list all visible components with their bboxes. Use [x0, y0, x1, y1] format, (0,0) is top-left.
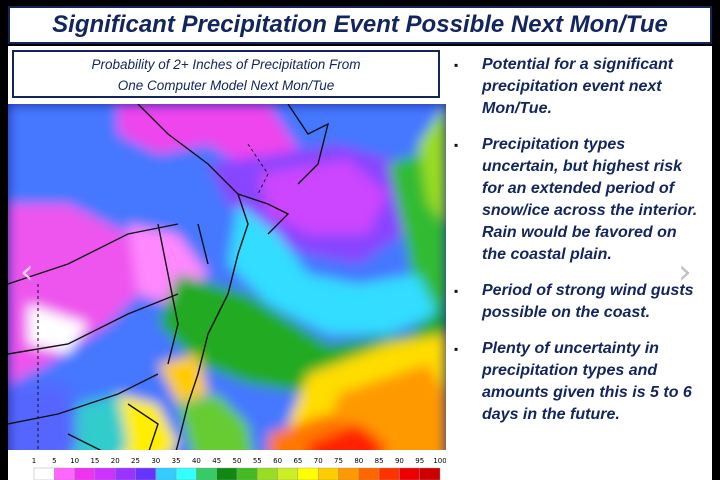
legend-label: 15 [90, 457, 99, 465]
bullet-line: precipitation event next [482, 78, 662, 95]
bullet-line: amounts given this is 5 to 6 [482, 384, 692, 401]
legend-swatch [277, 467, 299, 480]
bullet-line: Rain would be favored on [482, 224, 677, 241]
legend-swatch [399, 467, 420, 480]
legend-label: 100 [433, 457, 446, 465]
bullet-item: ▪ Precipitation types uncertain, but highe… [454, 134, 708, 266]
bullet-item: ▪ Period of strong wind gusts possible on … [454, 280, 708, 324]
legend-swatch [54, 467, 75, 480]
bullet-line: uncertain, but highest risk [482, 158, 683, 175]
bullet-text: Plenty of uncertainty in precipitation ty… [482, 338, 692, 426]
legend-label: 10 [70, 457, 79, 465]
legend-swatch [114, 467, 136, 480]
slide-content: Probability of 2+ Inches of Precipitatio… [8, 46, 712, 480]
bullet-marker: ▪ [454, 342, 459, 356]
bullet-line: possible on the coast. [482, 304, 651, 321]
legend-bar: 1 5 10 15 20 25 30 35 40 45 50 55 60 65 70 75 80 85 90 95 10… [8, 450, 446, 480]
bullet-marker: ▪ [454, 138, 459, 152]
legend-swatch [338, 467, 359, 480]
legend-label: 50 [233, 457, 242, 465]
legend-label: 75 [334, 457, 343, 465]
legend-label: 35 [172, 457, 181, 465]
bullet-text: Precipitation types uncertain, but highes… [482, 134, 697, 266]
legend-label: 95 [415, 457, 424, 465]
bullet-text: Period of strong wind gusts possible on t… [482, 280, 694, 324]
legend-swatch [257, 467, 278, 480]
legend-swatch [216, 467, 238, 480]
legend-swatch [358, 467, 380, 480]
legend-swatch [236, 467, 258, 480]
probability-shading [8, 104, 446, 480]
legend-label: 25 [131, 457, 140, 465]
next-slide-icon[interactable]: › [678, 252, 692, 292]
bullet-marker: ▪ [454, 58, 459, 72]
bullet-line: snow/ice across the interior. [482, 202, 698, 219]
bullet-line: Plenty of uncertainty in [482, 340, 659, 357]
legend-label: 40 [192, 457, 201, 465]
bullet-list: ▪ Potential for a significant precipitatio… [454, 54, 708, 440]
bullet-line: Period of strong wind gusts [482, 282, 694, 299]
legend-label: 80 [354, 457, 363, 465]
bullet-line: precipitation types and [482, 362, 658, 379]
bullet-line: for an extended period of [482, 180, 675, 197]
legend-swatch [175, 467, 197, 480]
map-caption: Probability of 2+ Inches of Precipitatio… [12, 50, 440, 98]
prev-slide-icon[interactable]: ‹ [20, 252, 34, 292]
legend-label: 60 [273, 457, 282, 465]
bullet-item: ▪ Plenty of uncertainty in precipitation t… [454, 338, 708, 426]
state-borders [37, 143, 269, 480]
bullet-line: the coastal plain. [482, 246, 612, 263]
legend-swatch [33, 467, 55, 480]
title-bar: Significant Precipitation Event Possible… [8, 6, 712, 44]
legend-label: 30 [151, 457, 160, 465]
coastline-lines [8, 104, 330, 480]
legend-swatch [297, 467, 319, 480]
legend-label: 1 [32, 457, 36, 465]
legend-label: 5 [52, 457, 56, 465]
legend-label: 20 [111, 457, 120, 465]
map-caption-line-1: Probability of 2+ Inches of Precipitatio… [91, 57, 361, 72]
legend-swatch [74, 467, 96, 480]
legend-swatch [94, 467, 116, 480]
legend-swatch [196, 467, 217, 480]
legend-label: 55 [253, 457, 262, 465]
bullet-line: Potential for a significant [482, 56, 674, 73]
legend-label: 45 [212, 457, 221, 465]
legend-swatch [135, 467, 156, 480]
bullet-line: Mon/Tue. [482, 100, 552, 117]
slide-title: Significant Precipitation Event Possible… [52, 11, 668, 38]
legend-label: 85 [375, 457, 384, 465]
legend-swatch [318, 467, 339, 480]
legend-label: 90 [395, 457, 404, 465]
probability-map: 1 5 10 15 20 25 30 35 40 45 50 55 60 65 70 75 80 85 90 95 10… [8, 104, 446, 480]
probability-map-graphic: 1 5 10 15 20 25 30 35 40 45 50 55 60 65 70 75 80 85 90 95 10… [8, 104, 446, 480]
map-caption-line-2: One Computer Model Next Mon/Tue [117, 78, 335, 93]
legend-swatch [155, 467, 177, 480]
bullet-item: ▪ Potential for a significant precipitatio… [454, 54, 708, 120]
bullet-line: Precipitation types [482, 136, 626, 153]
bullet-line: days in the future. [482, 406, 620, 423]
bullet-marker: ▪ [454, 284, 459, 298]
legend-label: 65 [293, 457, 302, 465]
legend-swatch [378, 467, 400, 480]
bullet-text: Potential for a significant precipitation… [482, 54, 673, 120]
legend-label: 70 [314, 457, 323, 465]
legend-swatch [419, 467, 441, 480]
